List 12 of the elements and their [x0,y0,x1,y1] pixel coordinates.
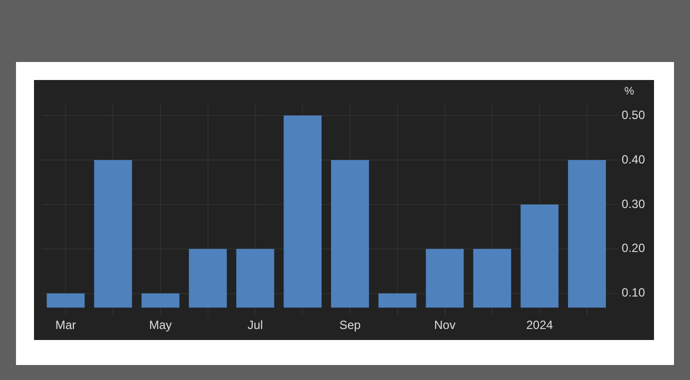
x-tick-label: Mar [55,318,76,332]
x-tick-label: Jul [248,318,263,332]
x-tick-label: May [149,318,172,332]
x-tick-label: Sep [339,318,362,332]
y-tick-label: 0.40 [622,152,646,166]
y-tick-label: 0.10 [622,286,646,300]
x-tick-label: 2024 [526,318,554,332]
y-tick-label: 0.30 [622,196,646,211]
y-tick-label: 0.20 [622,241,646,256]
y-axis-title: % [624,86,634,98]
y-tick-label: 0.50 [622,108,646,122]
x-tick-label: Nov [434,318,456,332]
